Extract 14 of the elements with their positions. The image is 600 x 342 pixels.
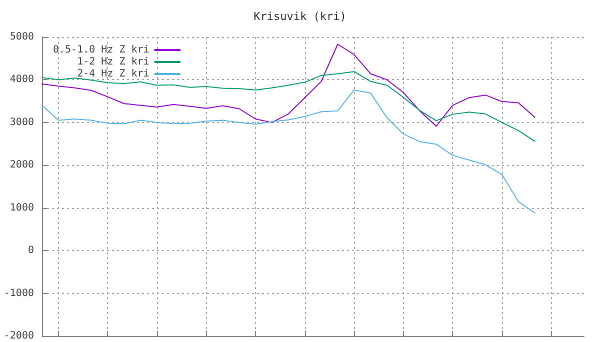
y-tick-label: 3000	[10, 116, 34, 128]
chart-title: Krisuvik (kri)	[254, 10, 346, 23]
y-tick-label: -1000	[4, 288, 34, 299]
y-tick-label: 2000	[10, 160, 34, 171]
y-tick-label: 4000	[10, 74, 34, 86]
y-tick-label: 0	[28, 245, 34, 256]
line-series	[42, 44, 536, 127]
legend-label: 1-2 Hz Z kri	[77, 56, 150, 68]
y-tick-label: -2000	[4, 330, 34, 342]
legend-label: 0.5-1.0 Hz Z kri	[53, 44, 150, 56]
y-tick-label: 5000	[10, 32, 34, 42]
line-series	[42, 89, 536, 214]
y-tick-label: 1000	[10, 202, 34, 214]
legend-label: 2-4 Hz Z kri	[77, 68, 150, 80]
